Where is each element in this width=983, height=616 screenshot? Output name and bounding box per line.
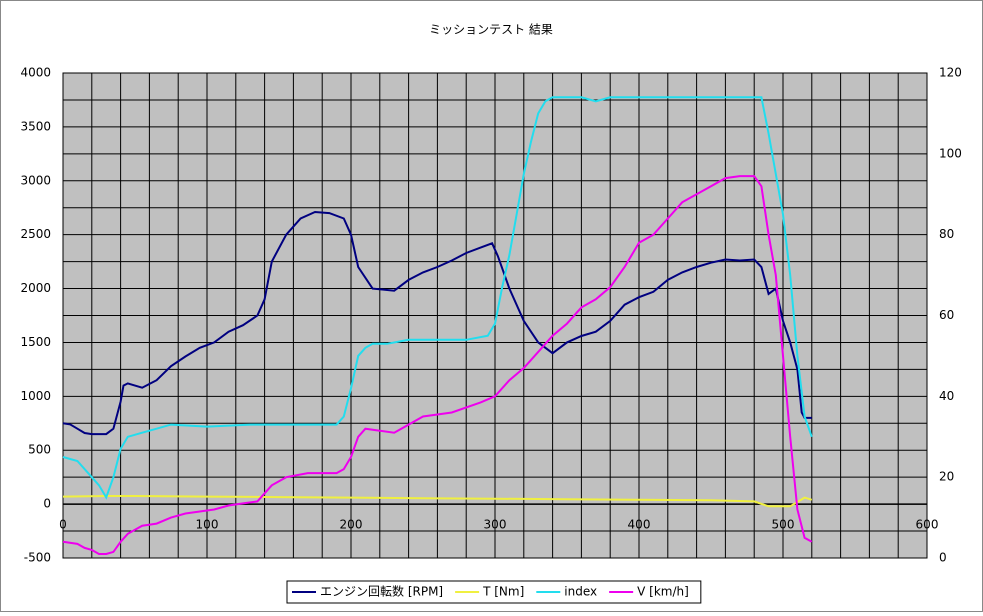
x-tick-label: 100 <box>196 518 219 532</box>
series-line <box>62 495 813 508</box>
y-tick-label: 3500 <box>20 119 51 133</box>
y2-tick-label: 100 <box>939 146 962 160</box>
y-tick-label: 4000 <box>20 66 51 80</box>
y2-tick-label: 0 <box>939 551 947 565</box>
series-line <box>62 210 812 436</box>
x-tick-label: 200 <box>340 518 363 532</box>
chart-title: ミッションテスト 結果 <box>429 23 553 37</box>
y-tick-label: 3000 <box>20 173 51 187</box>
x-tick-label: 600 <box>916 518 939 532</box>
y2-tick-label: 60 <box>939 308 954 322</box>
legend-label: エンジン回転数 [RPM] <box>320 584 443 599</box>
x-tick-label: 300 <box>484 518 507 532</box>
legend-label: T [Nm] <box>482 585 524 599</box>
x-tick-label: 0 <box>59 518 67 532</box>
x-tick-label: 500 <box>772 518 795 532</box>
y2-tick-label: 80 <box>939 227 954 241</box>
y2-tick-label: 20 <box>939 470 954 484</box>
legend-box <box>286 580 702 604</box>
y-tick-label: 1500 <box>20 335 51 349</box>
legend-label: index <box>564 585 597 599</box>
y2-tick-label: 40 <box>939 389 954 403</box>
y-tick-label: 2500 <box>20 227 51 241</box>
y-tick-label: 1000 <box>20 389 51 403</box>
y2-tick-label: 120 <box>939 66 962 80</box>
y-tick-label: 0 <box>43 497 51 511</box>
y-tick-label: 2000 <box>20 281 51 295</box>
legend: エンジン回転数 [RPM] T [Nm] index V [km/h] <box>286 580 702 604</box>
legend-label: V [km/h] <box>637 585 689 599</box>
series-line <box>62 96 813 500</box>
y-tick-label: 500 <box>28 443 51 457</box>
x-tick-label: 400 <box>628 518 651 532</box>
y-tick-label: -500 <box>24 551 51 565</box>
series-line <box>62 175 813 555</box>
